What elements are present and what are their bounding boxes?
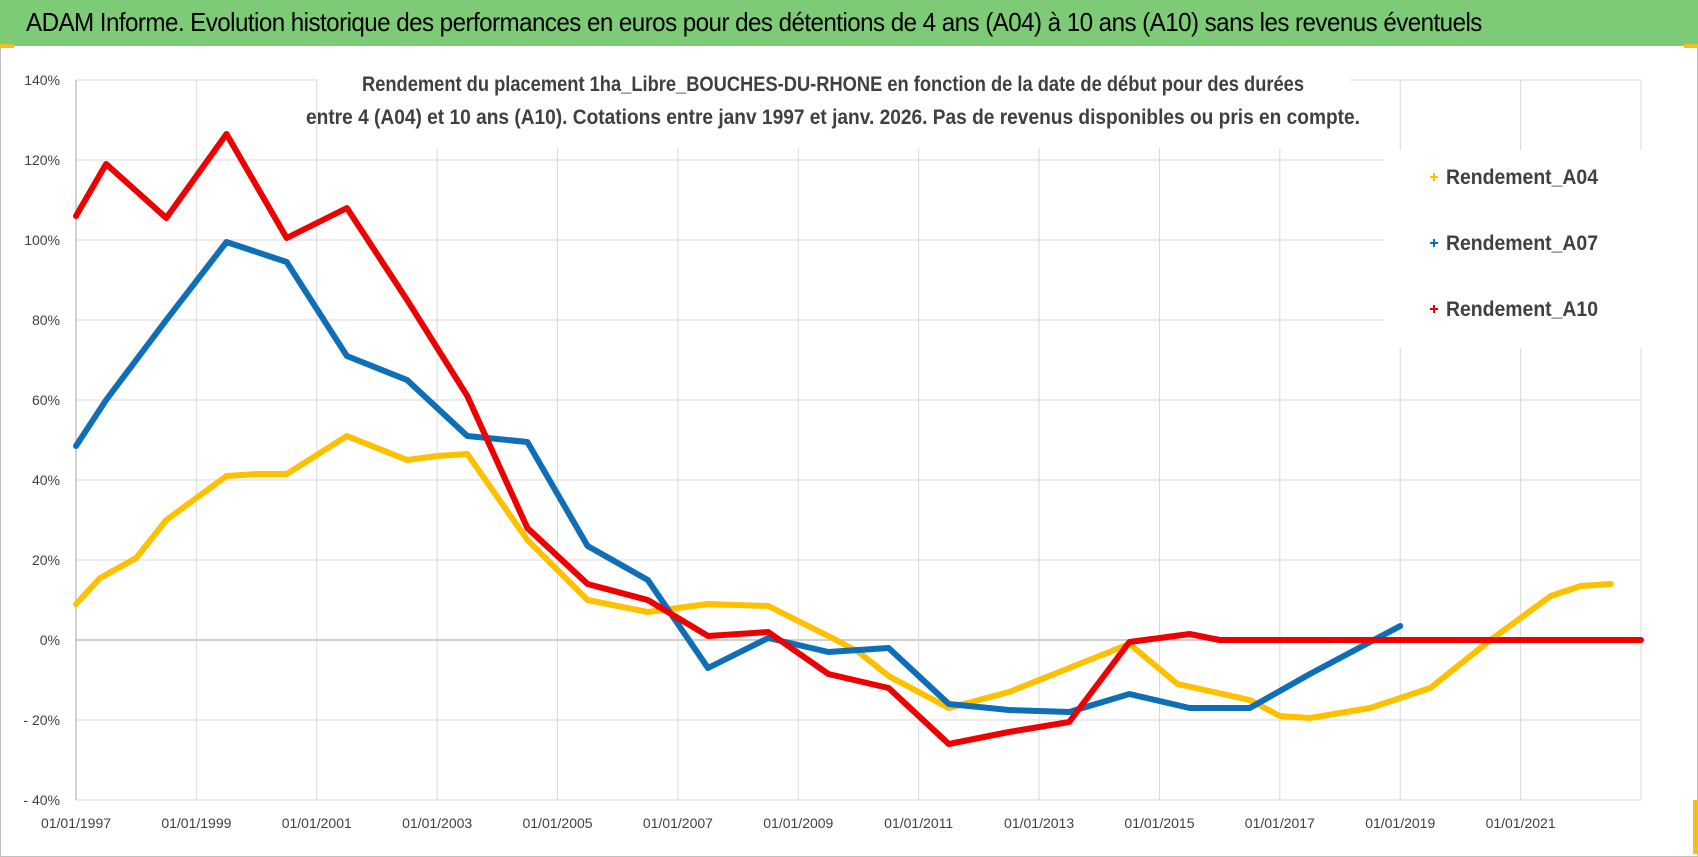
x-tick-label: 01/01/2021 [1486, 815, 1556, 831]
x-tick-label: 01/01/2013 [1004, 815, 1074, 831]
x-tick-label: 01/01/2019 [1365, 815, 1435, 831]
y-tick-label: 140% [24, 72, 60, 88]
axes: - 40% - 20% 0% 20% 40% 60% 80% 100% 120% 140% 01/0… [23, 72, 1555, 831]
y-tick-label: 120% [24, 152, 60, 168]
y-tick-label: - 20% [23, 712, 60, 728]
series-line-rendement_a04 [73, 433, 1614, 721]
banner-title: ADAM Informe. Evolution historique des p… [26, 7, 1482, 37]
corner-marker-top-right [1684, 44, 1698, 48]
x-tick-label: 01/01/2015 [1124, 815, 1194, 831]
legend-backdrop [1384, 150, 1642, 348]
x-tick-label: 01/01/2009 [763, 815, 833, 831]
y-tick-label: 60% [32, 392, 60, 408]
chart-title-line-2: entre 4 (A04) et 10 ans (A10). Cotations… [306, 106, 1360, 129]
x-tick-label: 01/01/2001 [282, 815, 352, 831]
title-backdrop [318, 68, 1350, 148]
line-chart: - 40% - 20% 0% 20% 40% 60% 80% 100% 120% 140% 01/0… [23, 68, 1644, 831]
series-line-rendement_a10 [73, 131, 1644, 747]
x-tick-label: 01/01/2011 [884, 815, 953, 831]
title-banner: ADAM Informe. Evolution historique des p… [0, 0, 1698, 46]
corner-marker-top-left [0, 44, 14, 48]
y-tick-label: 100% [24, 232, 60, 248]
y-tick-label: 20% [32, 552, 60, 568]
y-tick-label: 0% [40, 632, 60, 648]
y-tick-label: 40% [32, 472, 60, 488]
corner-marker-right-bottom [1693, 800, 1697, 854]
x-tick-label: 01/01/1997 [41, 815, 111, 831]
legend-label: Rendement_A07 [1446, 232, 1598, 255]
legend-label: Rendement_A04 [1446, 166, 1598, 189]
chart-title-line-1: Rendement du placement 1ha_Libre_BOUCHES… [362, 73, 1304, 96]
y-tick-label: 80% [32, 312, 60, 328]
series-line-rendement_a07 [73, 239, 1404, 715]
series-lines [73, 131, 1644, 747]
x-tick-label: 01/01/2017 [1245, 815, 1315, 831]
y-tick-label: - 40% [23, 792, 60, 808]
legend: Rendement_A04 Rendement_A07 Rendement_A10 [1430, 166, 1598, 321]
x-tick-label: 01/01/2005 [522, 815, 592, 831]
x-tick-label: 01/01/1999 [161, 815, 231, 831]
x-tick-label: 01/01/2007 [643, 815, 713, 831]
legend-label: Rendement_A10 [1446, 298, 1598, 321]
x-tick-label: 01/01/2003 [402, 815, 472, 831]
